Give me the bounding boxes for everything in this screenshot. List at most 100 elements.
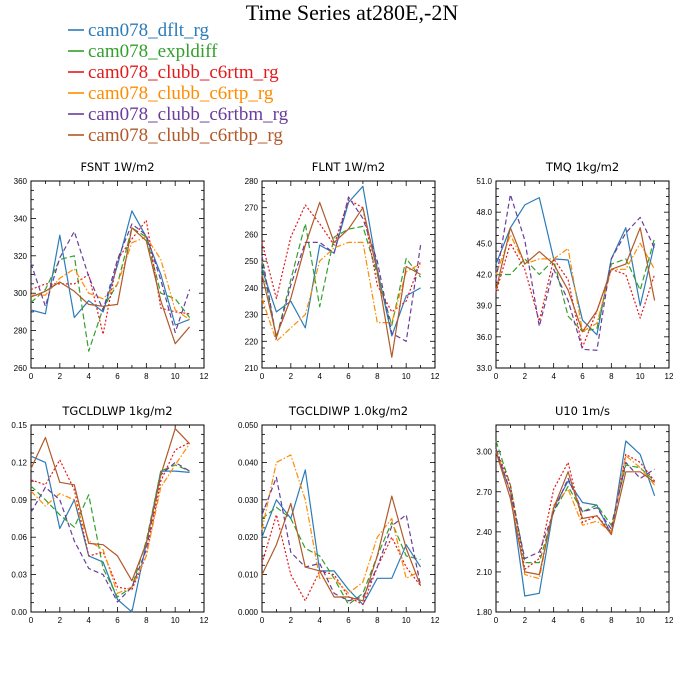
y-tick-label: 220 [245,337,259,346]
series-line [495,440,656,597]
x-tick-label: 0 [29,372,34,381]
x-tick-label: 6 [115,372,120,381]
chart-panel: FLNT 1W/m2 0 2 4 6 8 10 12 210 220 230 240 250 260 270… [245,160,440,381]
series-line [30,455,190,613]
y-tick-label: 1.80 [476,608,492,617]
legend-item: cam078_dflt_rg [68,20,210,41]
chart-panel: FSNT 1W/m2 0 2 4 6 8 10 12 260 280 300 320 340 360 [14,160,209,381]
x-tick-label: 10 [636,616,645,625]
legend-item: cam078_clubb_c6rtp_rg [68,83,274,104]
chart-panels: FSNT 1W/m20 2 4 6 8 10 12260280300320340360FLN… [11,160,674,625]
legend-label: cam078_clubb_c6rtm_rg [88,62,279,83]
legend-item: cam078_clubb_c6rtm_rg [68,62,279,83]
series-line [31,236,190,320]
x-tick-label: 10 [402,616,411,625]
x-tick-label: 2 [58,616,63,625]
y-tick-label: 36.0 [476,333,492,342]
plot-frame [261,180,436,369]
x-tick-label: 0 [494,616,499,625]
series-line [495,451,655,576]
x-tick-label: 8 [144,616,149,625]
x-tick-label: 12 [431,372,440,381]
series-line [30,428,191,582]
x-tick-label: 8 [144,372,149,381]
series-line [495,234,656,333]
y-tick-label: 45.0 [476,239,492,248]
y-tick-label: 39.0 [476,302,492,311]
panel-title: FLNT 1W/m2 [312,160,385,174]
x-tick-label: 0 [29,616,34,625]
x-tick-label: 6 [346,372,351,381]
panel-title: TGCLDIWP 1.0kg/m2 [288,404,408,418]
legend-item: cam078_clubb_c6rtbm_rg [68,104,289,125]
y-tick-label: 2.40 [476,528,492,537]
x-tick-label: 6 [580,616,585,625]
y-tick-label: 0.000 [238,608,259,617]
legend-label: cam078_clubb_c6rtbp_rg [88,125,283,146]
y-tick-label: 3.00 [476,448,492,457]
y-tick-label: 0.15 [11,421,27,430]
y-tick-label: 0.06 [11,533,27,542]
x-tick-label: 2 [58,372,63,381]
x-tick-label: 12 [200,616,209,625]
legend-label: cam078_clubb_c6rtp_rg [88,83,274,104]
y-tick-label: 360 [14,177,28,186]
y-tick-label: 320 [14,252,28,261]
x-tick-label: 4 [551,372,556,381]
x-tick-label: 4 [317,616,322,625]
x-tick-label: 10 [171,372,180,381]
series-line [30,443,191,594]
y-tick-label: 210 [245,364,259,373]
figure-title: Time Series at280E,-2N [246,0,459,25]
y-tick-label: 260 [14,364,28,373]
y-tick-label: 300 [14,289,28,298]
legend: cam078_dflt_rgcam078_expldiffcam078_club… [68,20,289,146]
x-tick-label: 4 [551,616,556,625]
y-tick-label: 51.0 [476,177,492,186]
series-line [261,223,422,340]
x-tick-label: 2 [523,372,528,381]
x-tick-label: 10 [636,372,645,381]
legend-label: cam078_dflt_rg [88,20,210,41]
x-tick-label: 8 [609,372,614,381]
plot-frame [30,424,205,613]
x-tick-label: 12 [431,616,440,625]
series-line [261,495,422,602]
series-line [30,441,190,591]
y-tick-label: 48.0 [476,208,492,217]
x-tick-label: 6 [580,372,585,381]
y-tick-label: 250 [245,257,259,266]
y-tick-label: 0.12 [11,458,27,467]
plot-frame [261,424,436,613]
x-tick-label: 0 [260,372,265,381]
series-line [30,210,190,326]
y-tick-label: 0.020 [238,533,259,542]
x-tick-label: 4 [317,372,322,381]
series-line [495,448,656,570]
x-tick-label: 10 [402,372,411,381]
series-line [261,199,422,313]
x-tick-label: 8 [375,616,380,625]
x-tick-label: 10 [171,616,180,625]
panel-title: TGCLDLWP 1kg/m2 [61,404,172,418]
x-tick-label: 12 [665,372,674,381]
legend-item: cam078_expldiff [68,41,218,62]
series-line [261,514,422,606]
series-line [30,461,190,603]
series-line [261,196,422,342]
legend-label: cam078_clubb_c6rtbm_rg [88,104,289,125]
y-tick-label: 0.030 [238,496,259,505]
x-tick-label: 0 [494,372,499,381]
x-tick-label: 8 [375,372,380,381]
series-line [30,227,191,345]
chart-panel: TGCLDIWP 1.0kg/m2 0 2 4 6 8 10 12 0.000 0.010 0.02… [238,404,440,625]
series-line [495,197,656,336]
y-tick-label: 0.00 [11,608,27,617]
y-tick-label: 280 [14,327,28,336]
y-tick-label: 2.70 [476,488,492,497]
y-tick-label: 33.0 [476,364,492,373]
x-tick-label: 2 [289,372,294,381]
panel-title: FSNT 1W/m2 [80,160,154,174]
y-tick-label: 230 [245,311,259,320]
y-tick-label: 0.09 [11,496,27,505]
